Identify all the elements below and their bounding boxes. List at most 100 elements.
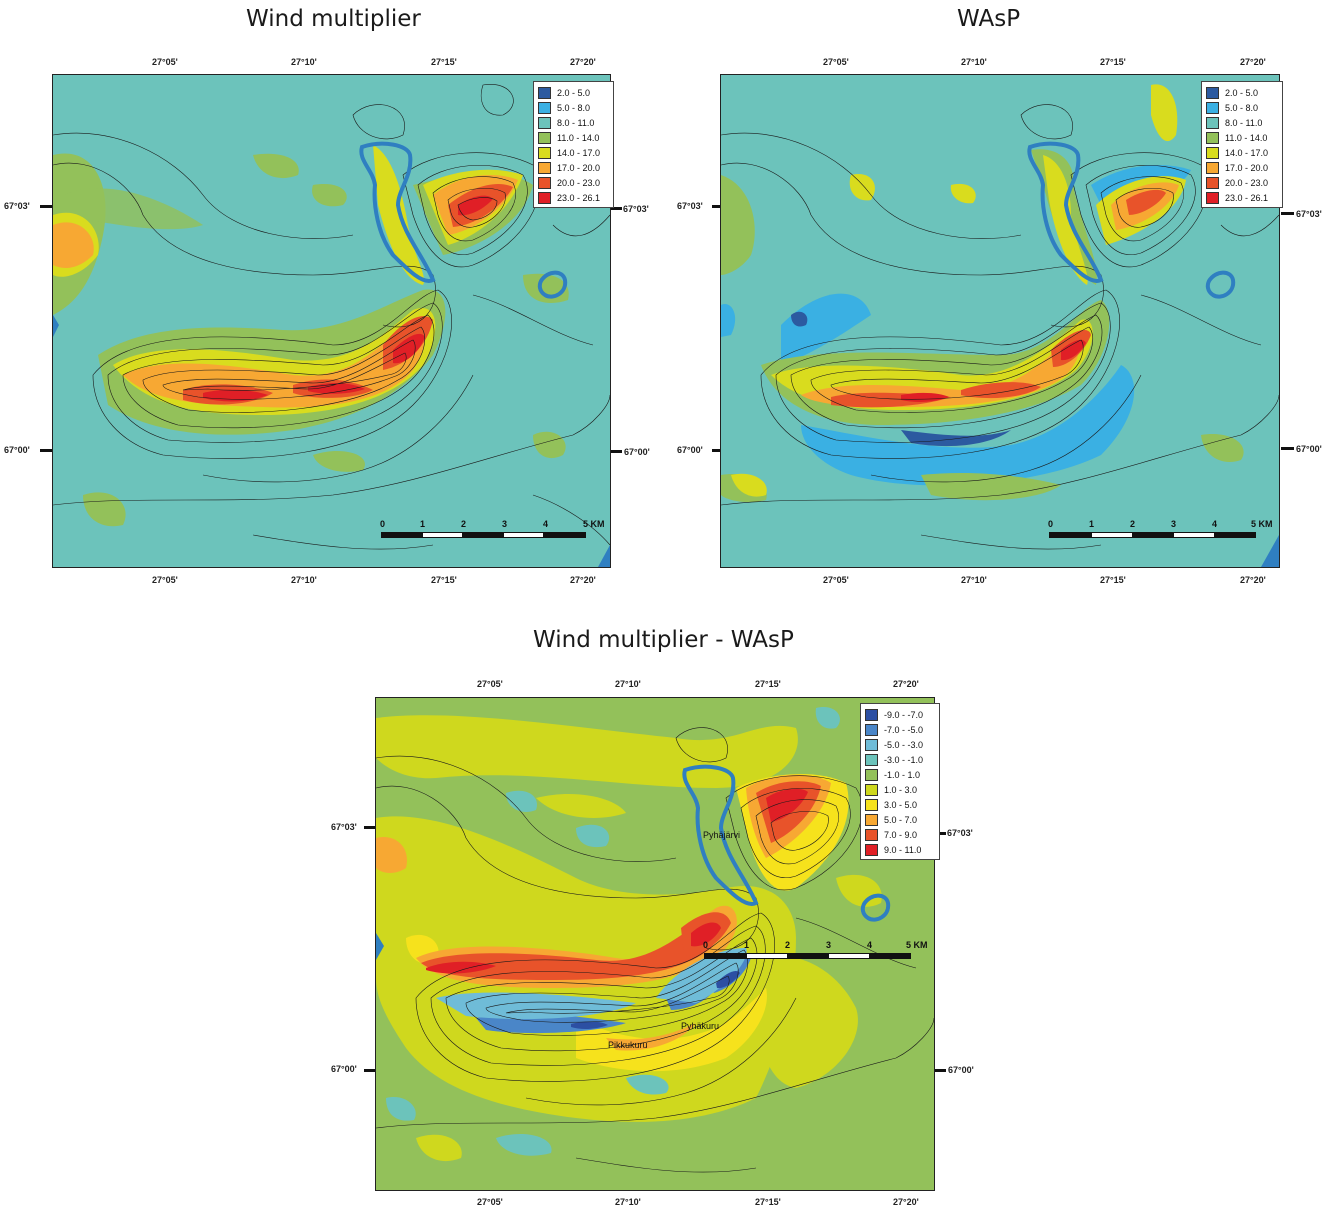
contour-lines bbox=[376, 727, 934, 1173]
scale-label: 4 bbox=[867, 940, 873, 950]
scale-label: 1 bbox=[1089, 519, 1095, 529]
legend-swatch bbox=[1206, 191, 1219, 204]
x-tick-label-bottom: 27°10' bbox=[615, 1197, 641, 1207]
scale-label: 0 bbox=[1048, 519, 1054, 529]
scale-segment bbox=[704, 953, 747, 959]
legend-swatch bbox=[1206, 116, 1219, 129]
legend-item: 2.0 - 5.0 bbox=[1206, 85, 1278, 100]
x-tick-label: 27°20' bbox=[1240, 57, 1266, 67]
x-tick-label: 27°05' bbox=[152, 57, 178, 67]
y-tick-label-right: 67°00' bbox=[624, 447, 650, 457]
edge-water bbox=[53, 315, 59, 337]
y-tick-label: 67°00' bbox=[677, 445, 703, 455]
contour-lines bbox=[53, 84, 610, 550]
legend-swatch bbox=[538, 116, 551, 129]
legend-item: 20.0 - 23.0 bbox=[1206, 175, 1278, 190]
legend-item: 23.0 - 26.1 bbox=[1206, 190, 1278, 205]
scale-segment bbox=[462, 532, 504, 538]
legend-item: 9.0 - 11.0 bbox=[865, 842, 935, 857]
x-tick-label-bottom: 27°20' bbox=[893, 1197, 919, 1207]
legend-item: 8.0 - 11.0 bbox=[538, 115, 609, 130]
legend-swatch bbox=[865, 798, 878, 811]
legend-swatch bbox=[538, 101, 551, 114]
lake-outline bbox=[682, 764, 891, 922]
legend-item: -1.0 - 1.0 bbox=[865, 767, 935, 782]
y-tick-mark bbox=[40, 449, 52, 452]
scale-segment bbox=[1049, 532, 1092, 538]
legend-item: 23.0 - 26.1 bbox=[538, 190, 609, 205]
y-tick-label-right: 67°00' bbox=[948, 1065, 974, 1075]
y-tick-label-right: 67°03' bbox=[1296, 209, 1322, 219]
y-tick-label-right: 67°00' bbox=[1296, 444, 1322, 454]
y-tick-mark bbox=[611, 450, 622, 453]
scale-label: 2 bbox=[461, 519, 467, 529]
legend-item: 11.0 - 14.0 bbox=[538, 130, 609, 145]
y-tick-mark bbox=[364, 826, 375, 829]
x-tick-label-bottom: 27°10' bbox=[291, 575, 317, 585]
legend-item: 20.0 - 23.0 bbox=[538, 175, 609, 190]
x-tick-label: 27°15' bbox=[755, 679, 781, 689]
x-tick-label: 27°20' bbox=[893, 679, 919, 689]
legend-swatch bbox=[865, 843, 878, 856]
y-tick-label: 67°03' bbox=[4, 201, 30, 211]
scale-segment bbox=[828, 953, 870, 959]
place-label-pyhajarvi: Pyhäjärvi bbox=[703, 830, 741, 840]
scale-label: 3 bbox=[826, 940, 832, 950]
x-tick-label: 27°10' bbox=[615, 679, 641, 689]
legend-item: 11.0 - 14.0 bbox=[1206, 130, 1278, 145]
legend-swatch bbox=[1206, 146, 1219, 159]
panel-title: Wind multiplier bbox=[246, 6, 421, 32]
scale-label: 0 bbox=[380, 519, 386, 529]
legend-item: 14.0 - 17.0 bbox=[538, 145, 609, 160]
y-tick-mark bbox=[1281, 447, 1294, 450]
legend-swatch bbox=[538, 161, 551, 174]
x-tick-label: 27°20' bbox=[570, 57, 596, 67]
scale-label: 5 KM bbox=[1251, 519, 1273, 529]
map-canvas bbox=[53, 75, 610, 567]
scale-label: 1 bbox=[744, 940, 750, 950]
y-tick-mark bbox=[1281, 212, 1294, 215]
map-canvas bbox=[721, 75, 1279, 567]
legend-item: 2.0 - 5.0 bbox=[538, 85, 609, 100]
x-tick-label: 27°15' bbox=[431, 57, 457, 67]
y-tick-label: 67°03' bbox=[677, 201, 703, 211]
y-tick-mark bbox=[40, 205, 52, 208]
scale-segment bbox=[1091, 532, 1133, 538]
terrain-zone-9-11 bbox=[426, 788, 808, 974]
x-tick-label: 27°10' bbox=[291, 57, 317, 67]
x-tick-label-bottom: 27°15' bbox=[755, 1197, 781, 1207]
x-tick-label: 27°05' bbox=[477, 679, 503, 689]
lake-outline bbox=[1027, 141, 1236, 299]
legend-swatch bbox=[538, 131, 551, 144]
terrain-zone-23-26 bbox=[901, 339, 1086, 402]
legend-swatch bbox=[1206, 101, 1219, 114]
scale-bar: 0 1 2 3 4 5 KM bbox=[1048, 519, 1278, 539]
corner-water bbox=[1261, 535, 1279, 567]
scale-segment bbox=[503, 532, 544, 538]
legend-swatch bbox=[538, 86, 551, 99]
legend-swatch bbox=[865, 828, 878, 841]
map-frame bbox=[720, 74, 1280, 568]
x-tick-label-bottom: 27°05' bbox=[477, 1197, 503, 1207]
x-tick-label-bottom: 27°20' bbox=[570, 575, 596, 585]
x-tick-label-bottom: 27°15' bbox=[1100, 575, 1126, 585]
legend: -9.0 - -7.0 -7.0 - -5.0 -5.0 - -3.0 -3.0… bbox=[860, 703, 940, 860]
place-label-pikkukuru: Pikkukuru bbox=[608, 1040, 648, 1050]
y-tick-mark bbox=[364, 1069, 375, 1072]
scale-segment bbox=[746, 953, 788, 959]
y-tick-mark bbox=[935, 1069, 946, 1072]
corner-water bbox=[598, 545, 610, 567]
scale-label: 3 bbox=[1171, 519, 1177, 529]
legend-swatch bbox=[1206, 176, 1219, 189]
legend-item: 5.0 - 8.0 bbox=[538, 100, 609, 115]
scale-label: 1 bbox=[420, 519, 426, 529]
legend-swatch bbox=[865, 783, 878, 796]
x-tick-label: 27°05' bbox=[823, 57, 849, 67]
legend-item: 5.0 - 8.0 bbox=[1206, 100, 1278, 115]
scale-label: 2 bbox=[785, 940, 791, 950]
y-tick-label-right: 67°03' bbox=[947, 828, 973, 838]
legend-item: 17.0 - 20.0 bbox=[538, 160, 609, 175]
legend-swatch bbox=[1206, 161, 1219, 174]
map-frame bbox=[375, 697, 935, 1191]
scale-label: 2 bbox=[1130, 519, 1136, 529]
